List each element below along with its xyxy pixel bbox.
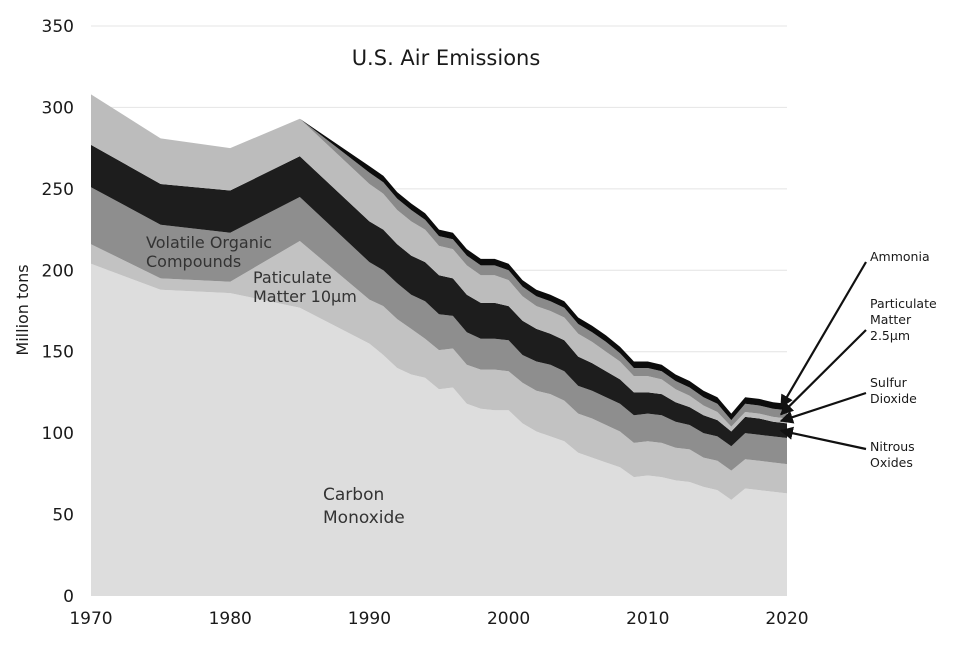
y-tick-100: 100 [42,424,74,444]
y-tick-50: 50 [52,506,74,526]
label-volatile-organic-compounds: Volatile Organic Compounds [146,233,272,271]
y-tick-350: 350 [42,17,74,37]
callout-label-sulfur-dioxide: Sulfur Dioxide [870,375,917,406]
area-carbon-monoxide [91,263,787,596]
series-labels: Carbon Monoxide Paticulate Matter 10µmVolat… [146,233,405,528]
callout-label-particulate-matter-2-5-m: Particulate Matter 2.5µm [870,296,937,343]
area-paticulate-matter-10-m [91,241,787,500]
y-tick-300: 300 [42,98,74,118]
y-tick-150: 150 [42,343,74,363]
axis-ticks: 0 50 100 150 200 250 300 350 1970 1980 1990 2000 201… [42,17,809,629]
x-tick-1990: 1990 [348,609,391,629]
area-sulfur-dioxide [91,94,787,432]
y-tick-250: 250 [42,180,74,200]
x-tick-1970: 1970 [69,609,112,629]
x-tick-2020: 2020 [765,609,808,629]
x-tick-2000: 2000 [487,609,530,629]
chart-title: U.S. Air Emissions [352,46,541,70]
label-paticulate-matter-10-m: Paticulate Matter 10µm [253,268,357,306]
callout-label-ammonia: Ammonia [870,249,930,264]
callout-label-nitrous-oxides: Nitrous Oxides [870,439,915,470]
callout-arrow-ammonia [780,261,867,409]
x-tick-2010: 2010 [626,609,669,629]
callouts: Ammonia Particulate Matter 2.5µm Sulfur Dioxi… [779,249,937,470]
y-tick-0: 0 [63,587,74,607]
y-tick-200: 200 [42,261,74,281]
y-axis-label: Million tons [13,264,32,355]
callout-arrow-particulate-matter-2-5-m [780,329,867,416]
area-nitrous-oxides [91,144,787,447]
callout-arrow-sulfur-dioxide [779,391,867,424]
area-volatile-organic-compounds [91,187,787,471]
x-tick-1980: 1980 [209,609,252,629]
callout-arrow-nitrous-oxides [779,426,867,451]
stacked-areas [91,94,787,596]
label-carbon-monoxide: Carbon Monoxide [323,485,405,528]
